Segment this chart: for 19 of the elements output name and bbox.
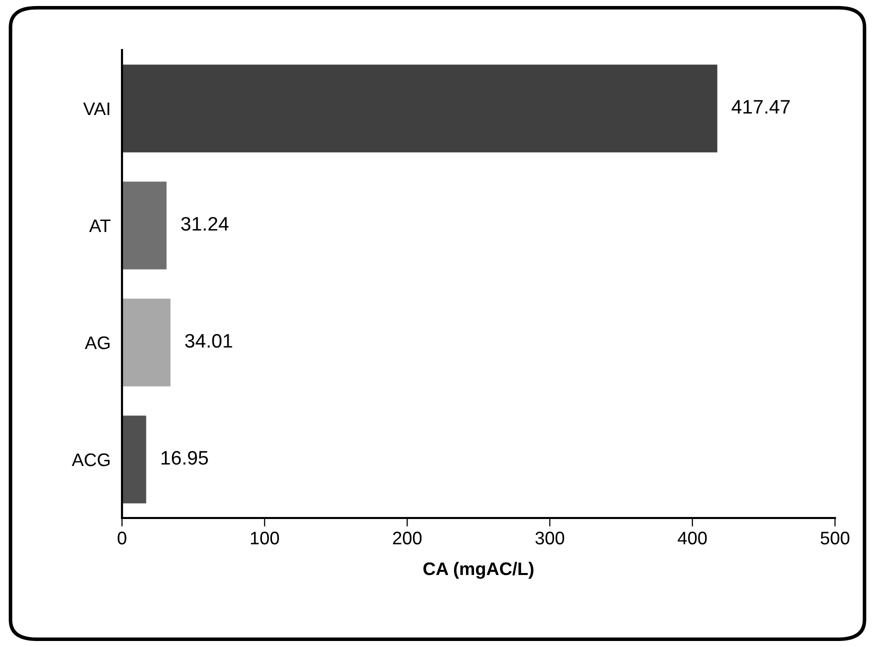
bar xyxy=(122,64,718,152)
x-tick-label: 300 xyxy=(535,532,564,544)
data-label: 31.24 xyxy=(181,216,229,231)
x-tick-label: 500 xyxy=(820,532,850,544)
x-tick-label: 100 xyxy=(250,532,279,544)
y-tick-label: ACG xyxy=(72,453,110,466)
data-label: 16.95 xyxy=(162,450,208,465)
data-label: 417.47 xyxy=(732,100,790,114)
bar xyxy=(122,182,167,270)
x-axis-title: CA (mgAC/L) xyxy=(423,562,534,579)
data-label: 34.01 xyxy=(185,334,232,348)
bar xyxy=(122,298,170,386)
x-tick-label: 0 xyxy=(118,532,126,544)
y-tick-label: AT xyxy=(89,220,110,232)
x-tick-label: 200 xyxy=(393,532,422,544)
bar xyxy=(122,416,146,504)
y-tick-label: VAI xyxy=(83,102,110,116)
x-tick-label: 400 xyxy=(678,532,707,544)
y-tick-label: AG xyxy=(84,336,110,350)
